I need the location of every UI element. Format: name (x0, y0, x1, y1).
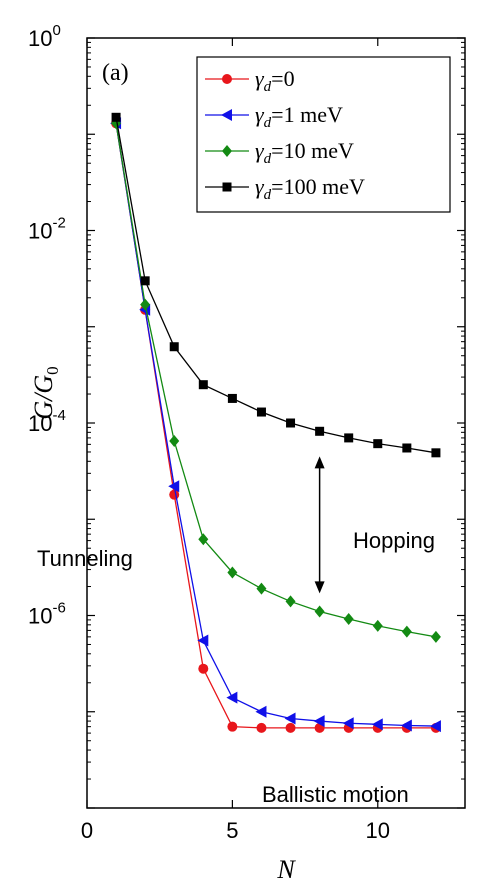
y-axis-label-sub: 0 (43, 366, 62, 375)
annotation-tunneling: Tunneling (37, 546, 133, 571)
data-point (256, 722, 267, 733)
y-tick-label-2: 10-4 (28, 407, 66, 436)
legend-marker (222, 145, 232, 157)
legend-label-0: γd=0 (255, 66, 295, 95)
y-tick-label-0: 100 (28, 22, 61, 51)
arrow-head-down (314, 581, 325, 594)
panel-label: (a) (102, 60, 129, 86)
annotation-hopping: Hopping (353, 528, 435, 553)
data-point (227, 721, 238, 732)
data-point (372, 619, 383, 632)
data-point (256, 407, 266, 417)
legend-item-2: γd=10 meV (205, 138, 354, 167)
legend-marker (222, 182, 232, 192)
data-point (198, 663, 209, 674)
y-axis-label-main: G/G (29, 375, 58, 420)
data-point (402, 443, 412, 453)
legend-item-1: γd=1 meV (205, 102, 343, 131)
data-point (400, 719, 412, 732)
legend-item-0: γd=0 (205, 66, 295, 95)
data-point (255, 705, 267, 718)
data-point (286, 418, 296, 428)
data-point (198, 380, 208, 390)
series-line-1 (115, 123, 436, 727)
data-point (169, 435, 180, 448)
data-point (256, 582, 267, 595)
legend-label-3: γd=100 meV (255, 174, 365, 203)
series-line-2 (115, 123, 437, 638)
data-point (342, 717, 354, 730)
arrow-head-up (314, 456, 325, 469)
data-point (197, 634, 209, 647)
legend-item-3: γd=100 meV (205, 174, 365, 203)
data-point (140, 298, 151, 311)
data-point (429, 720, 441, 733)
data-point (431, 448, 441, 458)
legend-marker (221, 109, 232, 121)
y-axis-label: G/G0 (29, 366, 62, 419)
x-axis-label: N (276, 855, 296, 884)
data-point (314, 605, 325, 618)
legend-label-2: γd=10 meV (255, 138, 354, 167)
data-point (111, 112, 121, 122)
legend-box (196, 56, 451, 213)
double-arrow (314, 456, 325, 594)
y-tick-label-1: 10-2 (28, 215, 66, 244)
x-tick-label-2: 10 (366, 818, 390, 843)
data-point (430, 630, 441, 643)
annotation-ballistic-motion: Ballistic motion (262, 782, 409, 807)
data-point (168, 480, 180, 493)
data-point (285, 722, 296, 733)
data-point (284, 712, 296, 725)
data-point (401, 625, 412, 638)
x-tick-label-1: 5 (226, 818, 238, 843)
data-point (227, 393, 237, 403)
legend-label-1: γd=1 meV (255, 102, 343, 131)
data-point (315, 426, 325, 436)
plot-frame (86, 37, 466, 809)
data-point (343, 612, 354, 625)
series-3 (111, 112, 441, 458)
tick-labels: 0 5 10 100 10-2 10-4 10-6 (28, 22, 390, 843)
data-point (285, 595, 296, 608)
data-point (169, 342, 179, 352)
series-layer (110, 112, 441, 733)
data-point (344, 433, 354, 443)
data-point (371, 718, 383, 731)
data-point (373, 439, 383, 449)
data-point (226, 691, 238, 704)
data-point (227, 566, 238, 579)
y-tick-label-3: 10-6 (28, 600, 66, 629)
legend: γd=0 γd=1 meV γd=10 meV γd=100 meV (196, 56, 451, 213)
legend-marker (222, 74, 232, 84)
data-point (313, 715, 325, 728)
data-point (140, 276, 150, 286)
series-line-3 (115, 117, 437, 454)
x-tick-label-0: 0 (81, 818, 93, 843)
data-point (198, 533, 209, 546)
